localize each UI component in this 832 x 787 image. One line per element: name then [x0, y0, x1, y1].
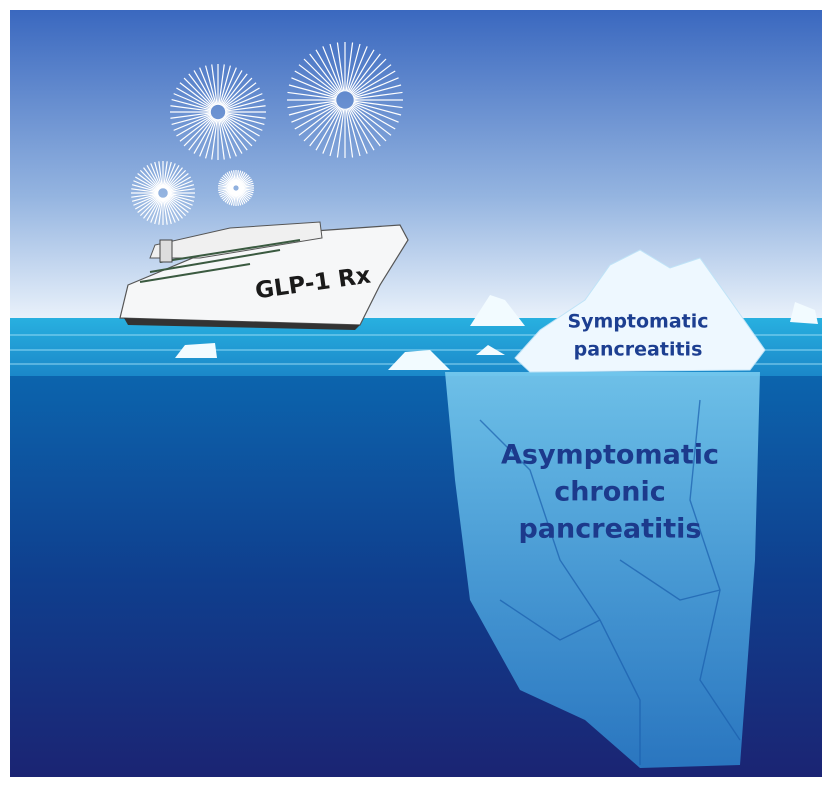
tip-label: pancreatitis — [574, 339, 703, 361]
underwater-label: Asymptomatic — [501, 440, 719, 471]
underwater-label: chronic — [554, 477, 666, 508]
tip-label: Symptomatic — [567, 311, 708, 333]
illustration: GLP-1 Rx Symptomatic pancreatitis Asympt… — [0, 0, 832, 787]
underwater-label: pancreatitis — [518, 514, 701, 545]
